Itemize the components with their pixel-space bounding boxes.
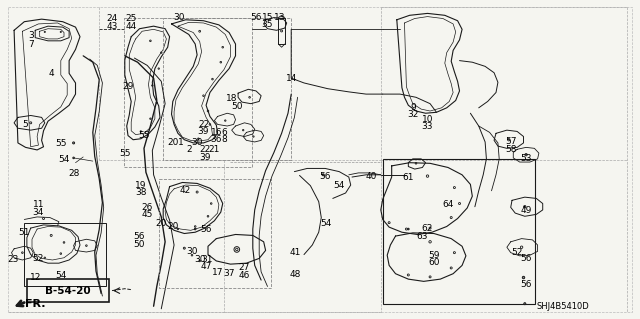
Text: 8: 8 xyxy=(221,135,227,144)
Text: 56: 56 xyxy=(200,225,212,234)
Text: 29: 29 xyxy=(122,82,134,91)
Text: 26: 26 xyxy=(141,203,153,212)
Text: 53: 53 xyxy=(520,154,532,163)
Circle shape xyxy=(195,228,196,230)
Text: 43: 43 xyxy=(106,22,118,31)
Text: 61: 61 xyxy=(403,173,414,182)
Text: 49: 49 xyxy=(520,206,532,215)
Text: 54: 54 xyxy=(321,219,332,228)
Text: 35: 35 xyxy=(262,20,273,29)
Text: 48: 48 xyxy=(290,270,301,279)
Text: 21: 21 xyxy=(209,145,220,154)
Text: 19: 19 xyxy=(135,181,147,189)
Text: 34: 34 xyxy=(33,208,44,217)
Bar xyxy=(163,18,291,160)
Text: 16: 16 xyxy=(211,128,222,137)
Text: 36: 36 xyxy=(211,135,222,144)
Text: 3: 3 xyxy=(28,31,33,40)
Text: 58: 58 xyxy=(505,145,516,154)
Text: 47: 47 xyxy=(201,262,212,271)
Text: 24: 24 xyxy=(106,14,118,23)
Text: 51: 51 xyxy=(19,228,30,237)
Bar xyxy=(124,18,252,167)
Text: 31: 31 xyxy=(201,255,212,263)
Text: B-54-20: B-54-20 xyxy=(45,286,91,296)
Text: 22: 22 xyxy=(199,145,211,154)
Text: 18: 18 xyxy=(226,94,237,103)
Circle shape xyxy=(522,276,525,279)
Text: 46: 46 xyxy=(239,271,250,280)
Text: 56: 56 xyxy=(520,254,532,263)
Text: 41: 41 xyxy=(290,248,301,256)
Text: 56: 56 xyxy=(134,232,145,241)
Text: 54: 54 xyxy=(55,271,67,280)
Bar xyxy=(159,179,271,288)
Text: 42: 42 xyxy=(180,186,191,195)
Text: 23: 23 xyxy=(7,256,19,264)
Text: 60: 60 xyxy=(428,258,440,267)
Text: 20: 20 xyxy=(156,219,167,228)
Text: 38: 38 xyxy=(135,188,147,197)
Text: 32: 32 xyxy=(407,110,419,119)
Text: 62: 62 xyxy=(422,224,433,233)
Text: 2: 2 xyxy=(186,145,191,154)
Bar xyxy=(383,159,535,304)
Text: 54: 54 xyxy=(58,155,70,164)
Text: 55: 55 xyxy=(55,139,67,148)
Text: 39: 39 xyxy=(198,127,209,136)
Text: 20: 20 xyxy=(167,222,179,231)
Text: 30: 30 xyxy=(186,247,198,256)
Text: 59: 59 xyxy=(428,251,440,260)
Text: 63: 63 xyxy=(417,232,428,241)
Text: 28: 28 xyxy=(68,169,79,178)
Text: 55: 55 xyxy=(119,149,131,158)
Text: 30: 30 xyxy=(173,13,185,22)
Text: 56: 56 xyxy=(520,280,532,289)
Text: 15: 15 xyxy=(262,13,273,22)
Text: 5: 5 xyxy=(23,120,28,129)
Text: 12: 12 xyxy=(29,273,41,282)
Text: 1: 1 xyxy=(179,138,184,147)
Text: 52: 52 xyxy=(33,254,44,263)
Text: 54: 54 xyxy=(333,181,345,189)
Text: 10: 10 xyxy=(422,115,433,124)
Text: 11: 11 xyxy=(33,200,44,209)
Text: 50: 50 xyxy=(231,102,243,111)
Text: 40: 40 xyxy=(365,172,377,181)
Bar xyxy=(24,223,106,286)
Text: 14: 14 xyxy=(285,74,297,83)
Text: 20: 20 xyxy=(167,138,179,147)
Text: 17: 17 xyxy=(212,268,223,277)
Text: 37: 37 xyxy=(223,269,235,278)
Text: 64: 64 xyxy=(442,200,454,209)
Circle shape xyxy=(183,247,186,249)
Circle shape xyxy=(72,142,75,144)
Text: 57: 57 xyxy=(505,137,516,146)
Bar xyxy=(27,279,109,302)
Text: 13: 13 xyxy=(274,13,285,22)
Text: 6: 6 xyxy=(221,128,227,137)
Text: 52: 52 xyxy=(511,248,523,256)
Text: 27: 27 xyxy=(239,263,250,272)
Text: 50: 50 xyxy=(134,240,145,249)
Circle shape xyxy=(408,228,409,230)
Text: 9: 9 xyxy=(410,103,415,112)
Text: 33: 33 xyxy=(422,122,433,131)
Text: 30: 30 xyxy=(191,138,203,147)
Text: 44: 44 xyxy=(125,22,137,31)
Text: 56: 56 xyxy=(250,13,262,22)
Text: 45: 45 xyxy=(141,210,153,219)
Text: 7: 7 xyxy=(28,40,33,49)
Text: FR.: FR. xyxy=(25,299,45,309)
Text: 39: 39 xyxy=(199,153,211,162)
Text: 30: 30 xyxy=(194,255,205,263)
Text: 56: 56 xyxy=(319,172,331,181)
Text: 55: 55 xyxy=(138,131,150,140)
Text: 22: 22 xyxy=(198,120,209,129)
Text: 25: 25 xyxy=(125,14,137,23)
Text: 4: 4 xyxy=(49,69,54,78)
Text: SHJ4B5410D: SHJ4B5410D xyxy=(537,302,589,311)
Circle shape xyxy=(524,303,526,305)
